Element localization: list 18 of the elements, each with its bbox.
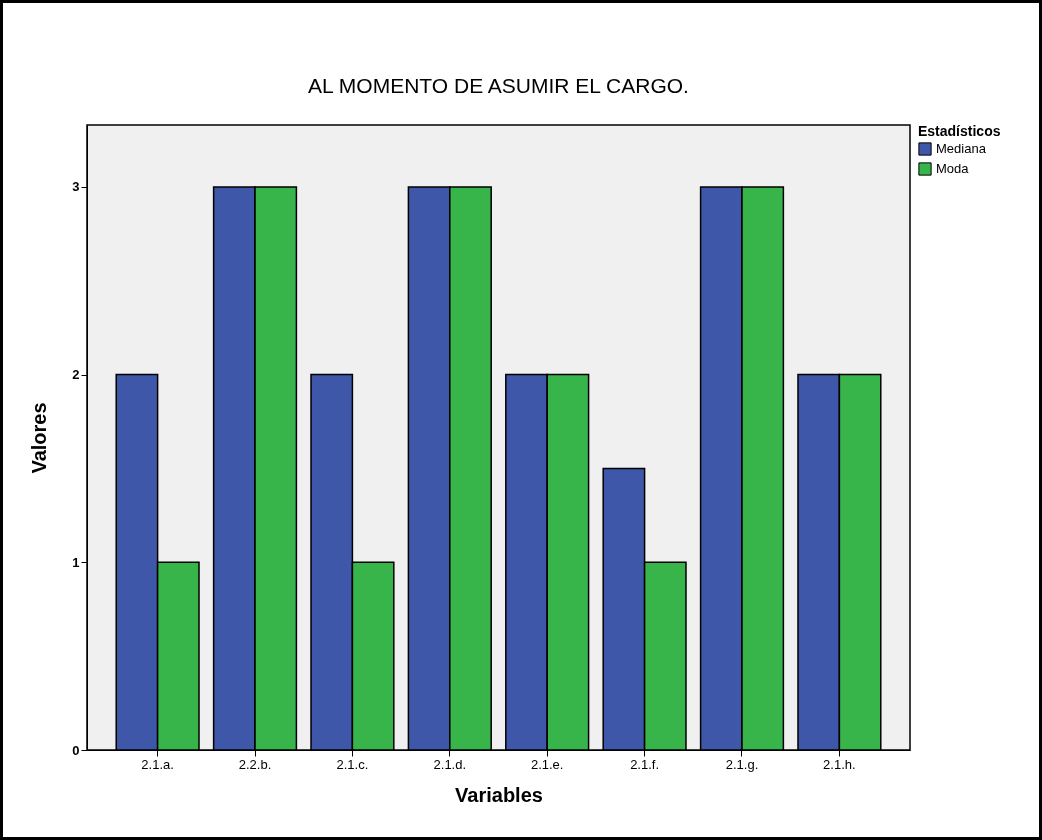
chart-title: AL MOMENTO DE ASUMIR EL CARGO. [308, 74, 689, 97]
y-tick-label: 1 [72, 554, 80, 570]
x-tick-label: 2.1.g. [725, 756, 759, 772]
x-tick-label: 2.1.e. [530, 756, 564, 772]
x-tick-label: 2.1.d. [433, 756, 467, 772]
x-axis-title: Variables [455, 783, 543, 806]
y-tick-label: 3 [72, 179, 80, 195]
legend-label: Moda [936, 161, 970, 176]
y-tick-label: 2 [72, 367, 80, 383]
legend-label: Mediana [936, 141, 987, 156]
y-tick-label: 0 [72, 742, 80, 758]
x-tick-label: 2.1.c. [336, 756, 369, 772]
x-tick-label: 2.1.h. [823, 756, 856, 772]
y-axis-title: Valores [28, 402, 51, 474]
x-tick-label: 2.1.f. [630, 756, 660, 772]
x-tick-label: 2.1.a. [141, 756, 174, 772]
legend-title: Estadísticos [918, 123, 1001, 139]
x-tick-label: 2.2.b. [238, 756, 272, 772]
